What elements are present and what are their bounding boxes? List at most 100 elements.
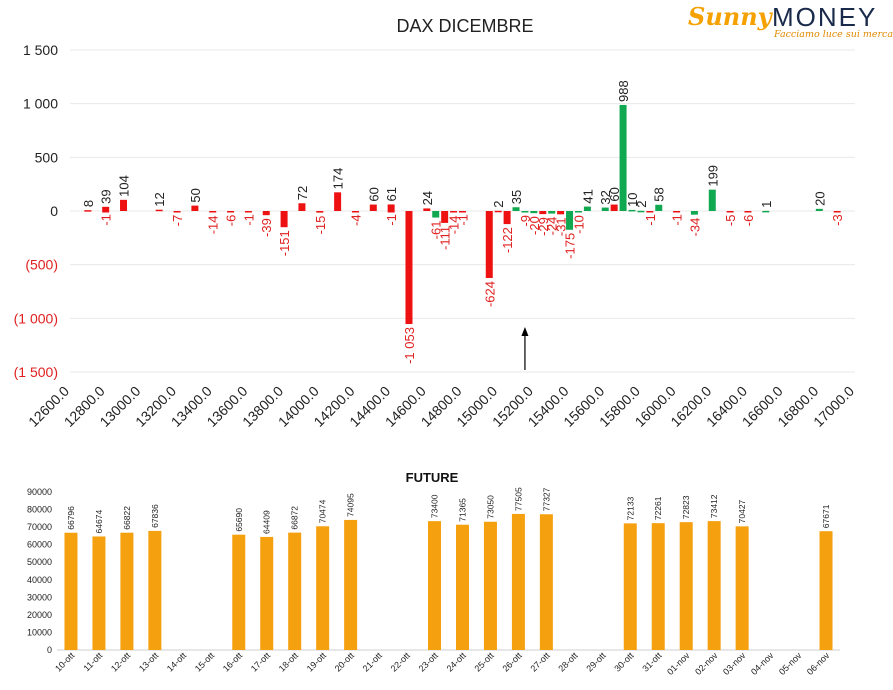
data-label: -5	[723, 215, 738, 227]
data-label: 988	[616, 80, 631, 102]
x-tick-label: 17-ott	[249, 650, 273, 674]
bar	[334, 192, 342, 211]
data-label: -111	[438, 226, 453, 250]
bar	[557, 211, 565, 215]
bar	[651, 523, 665, 650]
bar	[387, 211, 395, 213]
data-label: 35	[509, 190, 524, 204]
data-label: -20	[527, 216, 542, 235]
data-label: 199	[705, 165, 720, 187]
data-label: -624	[482, 281, 497, 307]
data-label: -14	[206, 216, 221, 235]
bar	[227, 211, 235, 213]
data-label: 104	[117, 175, 132, 197]
bar	[428, 521, 442, 650]
data-label: 39	[99, 189, 114, 203]
data-label: -1 053	[402, 327, 417, 364]
data-label: -29	[536, 217, 551, 236]
bar	[503, 211, 511, 225]
data-label: -1	[670, 214, 685, 226]
bar	[735, 526, 749, 650]
logo-word: MONEY	[772, 2, 878, 32]
data-label: 50	[188, 188, 203, 202]
bar	[344, 519, 358, 650]
bar	[232, 534, 246, 650]
x-tick-label: 10-ott	[53, 650, 77, 674]
bar	[483, 521, 497, 650]
y-tick-label: 80000	[27, 505, 52, 515]
bar	[494, 210, 502, 213]
bar	[833, 211, 841, 213]
logo-tagline: Facciamo luce sui mercati	[774, 29, 893, 40]
y-tick-label: 500	[35, 149, 59, 165]
bar	[405, 211, 413, 325]
data-label: 2	[634, 201, 649, 208]
data-label: -122	[500, 227, 515, 253]
bar	[84, 210, 92, 212]
data-label: -9	[518, 215, 533, 227]
x-tick-label: 31-ott	[640, 650, 664, 674]
bar	[655, 204, 663, 211]
x-tick-label: 03-nov	[721, 650, 748, 677]
data-label: 67671	[821, 504, 831, 528]
data-label: 64674	[94, 510, 104, 534]
bar	[574, 211, 582, 213]
data-label: 8	[81, 200, 96, 207]
bar	[673, 211, 681, 213]
x-tick-label: 06-nov	[805, 650, 832, 677]
data-label: -6	[741, 215, 756, 227]
y-tick-label: (1 500)	[14, 364, 58, 380]
x-tick-label: 01-nov	[665, 650, 692, 677]
data-label: -34	[687, 218, 702, 237]
y-tick-label: 0	[47, 645, 52, 655]
y-tick-label: (500)	[25, 257, 58, 273]
data-label: -151	[277, 230, 292, 256]
bar	[173, 211, 181, 213]
bar	[459, 211, 466, 213]
bar	[819, 531, 833, 650]
x-tick-label: 28-ott	[556, 650, 580, 674]
bar	[623, 523, 637, 650]
bar	[619, 104, 627, 211]
sunny-money-logo: Sunny MONEY Facciamo luce sui mercati	[688, 2, 893, 42]
data-label: 60	[366, 187, 381, 201]
x-tick-label: 19-ott	[305, 650, 329, 674]
x-tick-label: 18-ott	[277, 650, 301, 674]
data-label: 64409	[262, 510, 272, 534]
x-tick-label: 29-ott	[584, 650, 608, 674]
bar	[530, 211, 538, 214]
x-tick-label: 15-ott	[193, 650, 217, 674]
x-tick-label: 24-ott	[445, 650, 469, 674]
bar	[450, 211, 458, 213]
data-label: 77327	[541, 487, 551, 511]
bar	[815, 208, 823, 211]
bar	[539, 514, 553, 650]
data-label: -10	[571, 215, 586, 234]
bar	[298, 203, 306, 211]
y-tick-label: 1 000	[23, 96, 58, 112]
bar	[455, 524, 469, 650]
y-tick-label: 50000	[27, 557, 52, 567]
x-tick-label: 26-ott	[500, 650, 524, 674]
data-label: 73412	[709, 494, 719, 518]
bar	[316, 526, 330, 650]
data-label: 32	[598, 190, 613, 204]
bar	[601, 207, 609, 211]
bar	[610, 204, 618, 211]
data-label: 70427	[737, 499, 747, 523]
data-label: 71365	[457, 498, 467, 522]
data-label: 60	[607, 187, 622, 201]
data-label: 12	[152, 192, 167, 206]
y-tick-label: 0	[50, 203, 58, 219]
data-label: 65690	[234, 508, 244, 532]
annotation-arrow-head	[521, 327, 529, 336]
bar	[64, 532, 78, 650]
data-label: -14	[447, 216, 462, 235]
dax-dicembre-chart: DAX DICEMBRE 1 500 1 000 500 0 (500) (1 000) (1…	[14, 16, 858, 430]
chart-title: DAX DICEMBRE	[396, 16, 533, 36]
bar	[120, 199, 128, 211]
bar	[423, 208, 431, 211]
bar	[102, 206, 110, 211]
bar	[628, 209, 636, 212]
bar	[280, 211, 288, 228]
